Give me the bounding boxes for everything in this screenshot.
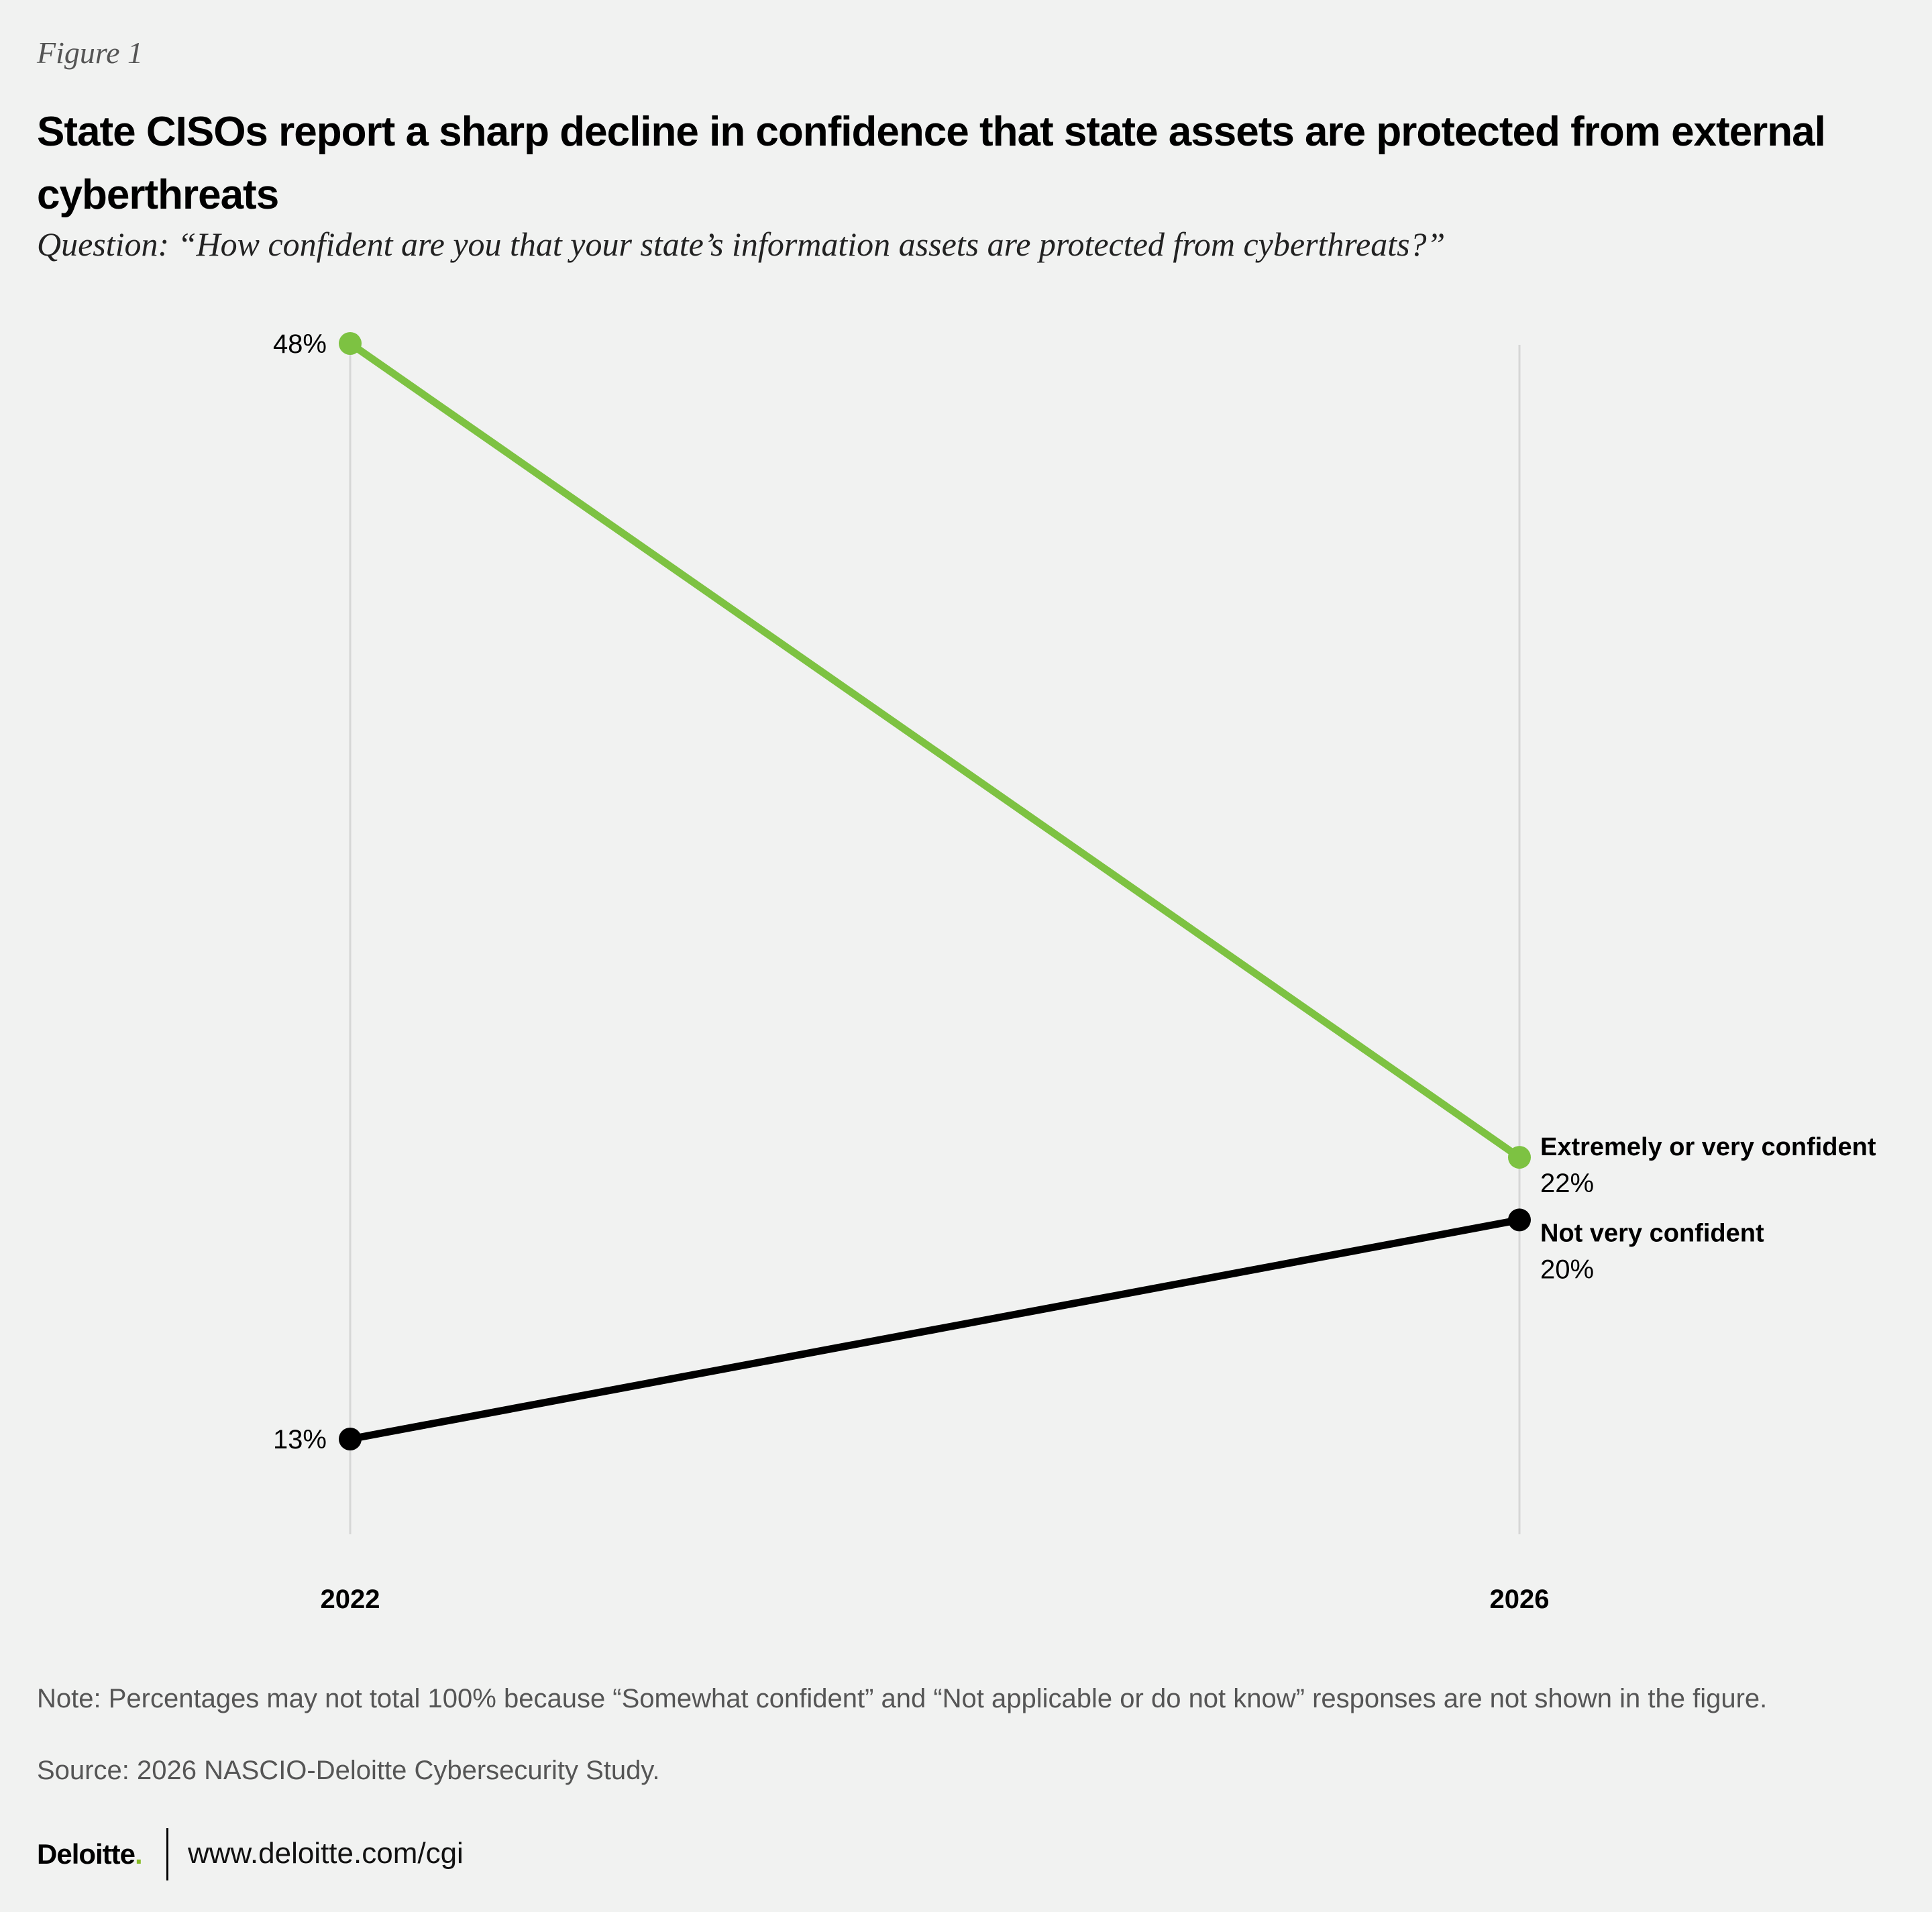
data-point	[1508, 1208, 1531, 1232]
data-label: 20%	[1540, 1255, 1594, 1284]
logo-text: Deloitte	[37, 1838, 136, 1870]
footer-divider	[166, 1828, 168, 1880]
series-line	[347, 340, 1522, 1161]
figure-label: Figure 1	[37, 36, 143, 70]
data-label: 48%	[273, 329, 327, 359]
data-label: 13%	[273, 1425, 327, 1454]
slope-chart: 2022 2026 48% Extremely or very confident 22…	[273, 329, 1876, 1614]
note-text: Note: Percentages may not total 100% bec…	[37, 1684, 1768, 1713]
x-tick-label: 2022	[321, 1585, 380, 1614]
chart-subtitle: Question: “How confident are you that yo…	[37, 225, 1446, 263]
series-line	[349, 1216, 1521, 1443]
footer-url: www.deloitte.com/cgi	[188, 1837, 464, 1870]
data-point	[339, 332, 362, 355]
x-tick-label: 2026	[1490, 1585, 1550, 1614]
deloitte-logo: Deloitte.	[37, 1838, 143, 1870]
data-label: 22%	[1540, 1169, 1594, 1198]
series-name-label: Extremely or very confident	[1540, 1133, 1876, 1161]
data-point	[339, 1428, 362, 1450]
chart-title: State CISOs report a sharp decline in co…	[37, 109, 1826, 218]
series-name-label: Not very confident	[1540, 1219, 1764, 1247]
source-text: Source: 2026 NASCIO-Deloitte Cybersecuri…	[37, 1756, 660, 1785]
data-point	[1508, 1146, 1531, 1169]
